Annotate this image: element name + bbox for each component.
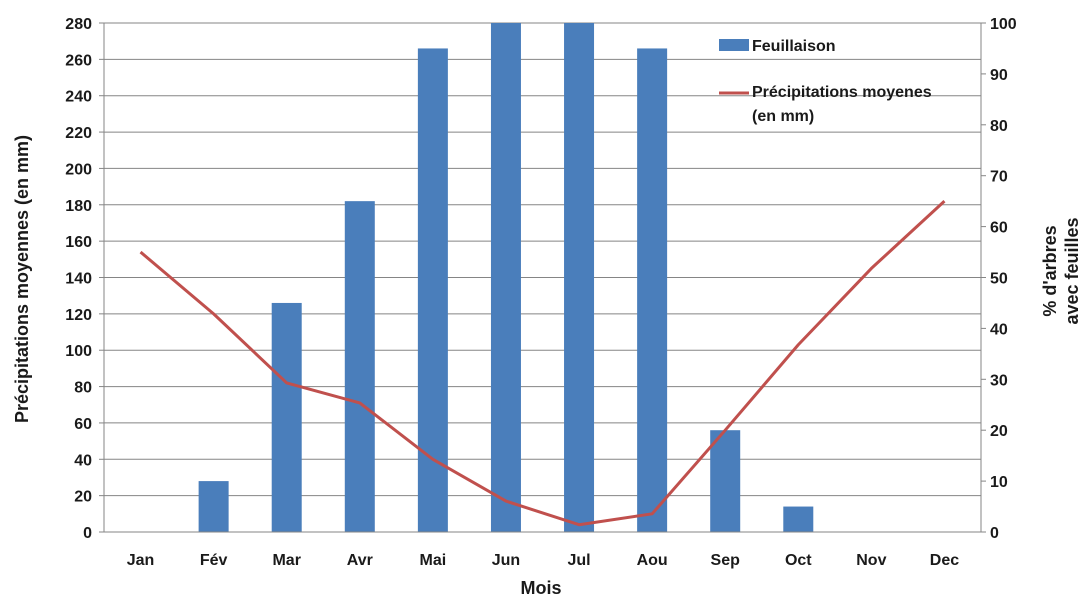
x-axis-ticks: Jan Fév Mar Avr Mai Jun Jul Aou Sep Oct Nov Dec bbox=[127, 552, 959, 569]
right-tick-label: 90 bbox=[990, 67, 1008, 84]
right-axis-title-line2: avec feuilles bbox=[1062, 217, 1082, 324]
left-tick-label: 160 bbox=[65, 234, 92, 251]
left-tick-label: 60 bbox=[74, 416, 92, 433]
left-tick-label: 260 bbox=[65, 52, 92, 69]
bar-Jul bbox=[564, 23, 595, 532]
left-tick-label: 100 bbox=[65, 343, 92, 360]
right-tick-label: 30 bbox=[990, 372, 1008, 389]
bar-Fév bbox=[198, 481, 229, 532]
right-tick-label: 10 bbox=[990, 474, 1008, 491]
bar-Avr bbox=[344, 201, 375, 532]
x-axis-title: Mois bbox=[520, 578, 561, 598]
legend-label-precipitations-line1: Précipitations moyenes bbox=[752, 84, 932, 101]
right-tick-label: 40 bbox=[990, 321, 1008, 338]
right-axis-title-line1: % d'arbres bbox=[1040, 225, 1060, 316]
left-tick-label: 0 bbox=[83, 525, 92, 542]
x-tick-label: Jun bbox=[492, 552, 520, 569]
legend: Feuillaison Précipitations moyenes (en m… bbox=[719, 38, 932, 125]
bar-Jun bbox=[490, 23, 521, 532]
right-tick-label: 50 bbox=[990, 271, 1008, 288]
x-tick-label: Dec bbox=[930, 552, 959, 569]
bar-Oct bbox=[783, 506, 814, 532]
left-tick-label: 120 bbox=[65, 307, 92, 324]
x-tick-label: Avr bbox=[347, 552, 373, 569]
left-axis-ticks: 0 20 40 60 80 100 120 140 160 180 200 220 240 260 280 bbox=[65, 16, 104, 542]
x-tick-label: Oct bbox=[785, 552, 812, 569]
bar-Aou bbox=[637, 48, 668, 532]
legend-swatch-feuillaison bbox=[719, 39, 749, 51]
right-tick-label: 20 bbox=[990, 423, 1008, 440]
left-tick-label: 240 bbox=[65, 89, 92, 106]
right-tick-label: 100 bbox=[990, 16, 1017, 33]
bar-Mar bbox=[271, 302, 302, 532]
x-tick-label: Fév bbox=[200, 552, 228, 569]
left-tick-label: 280 bbox=[65, 16, 92, 33]
left-tick-label: 20 bbox=[74, 489, 92, 506]
left-tick-label: 220 bbox=[65, 125, 92, 142]
right-tick-label: 60 bbox=[990, 220, 1008, 237]
x-tick-label: Aou bbox=[637, 552, 668, 569]
x-tick-label: Sep bbox=[711, 552, 741, 569]
x-tick-label: Mar bbox=[272, 552, 300, 569]
x-tick-label: Nov bbox=[856, 552, 886, 569]
bar-series-feuillaison bbox=[198, 23, 814, 532]
left-tick-label: 80 bbox=[74, 380, 92, 397]
right-tick-label: 70 bbox=[990, 169, 1008, 186]
x-tick-label: Jul bbox=[567, 552, 590, 569]
bar-Sep bbox=[710, 430, 741, 532]
left-tick-label: 200 bbox=[65, 161, 92, 178]
x-tick-label: Mai bbox=[420, 552, 447, 569]
left-tick-label: 40 bbox=[74, 452, 92, 469]
legend-label-feuillaison: Feuillaison bbox=[752, 38, 836, 55]
right-tick-label: 80 bbox=[990, 118, 1008, 135]
x-tick-label: Jan bbox=[127, 552, 155, 569]
precipitation-line bbox=[139, 200, 946, 527]
line-series-precipitations bbox=[139, 200, 946, 527]
left-tick-label: 140 bbox=[65, 271, 92, 288]
legend-label-precipitations-line2: (en mm) bbox=[752, 108, 814, 125]
right-axis-ticks: 0 10 20 30 40 50 60 70 80 90 100 bbox=[981, 16, 1017, 542]
left-tick-label: 180 bbox=[65, 198, 92, 215]
right-tick-label: 0 bbox=[990, 525, 999, 542]
gridlines bbox=[104, 22, 981, 497]
left-axis-title: Précipitations moyennes (en mm) bbox=[12, 135, 32, 423]
